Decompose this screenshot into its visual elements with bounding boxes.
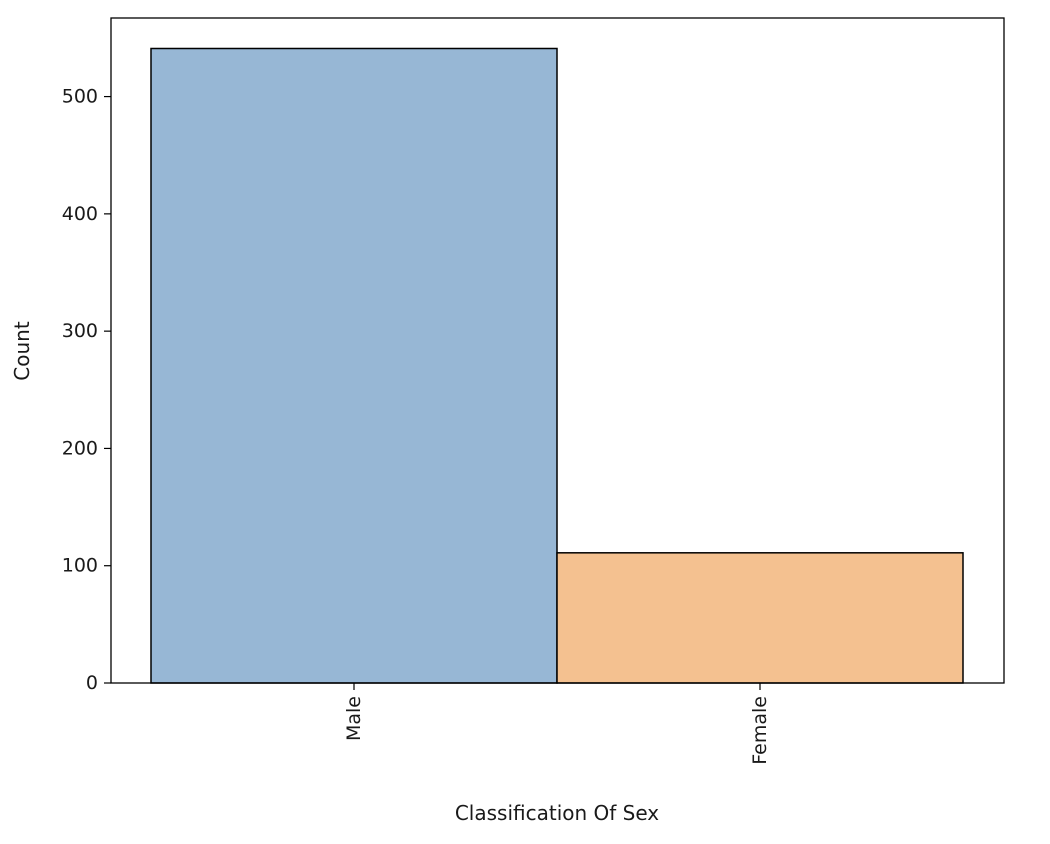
y-tick-label: 100	[62, 555, 98, 577]
y-tick-label: 500	[62, 86, 98, 108]
bar-female	[556, 552, 964, 684]
y-tick-label: 200	[62, 437, 98, 459]
x-axis-label: Classification Of Sex	[455, 801, 659, 825]
plot-frame	[110, 17, 1005, 684]
y-axis-ticks: 0 100 200 300 400 500	[62, 86, 111, 694]
y-axis-label: Count	[10, 321, 34, 381]
x-tick-label: Female	[749, 696, 771, 765]
x-tick-label: Male	[343, 696, 365, 741]
bar-male	[150, 47, 558, 684]
y-tick-label: 0	[86, 672, 98, 694]
bars-layer	[150, 47, 964, 684]
y-tick-label: 300	[62, 320, 98, 342]
x-axis-ticks: Male Female	[343, 683, 771, 765]
y-tick-label: 400	[62, 203, 98, 225]
